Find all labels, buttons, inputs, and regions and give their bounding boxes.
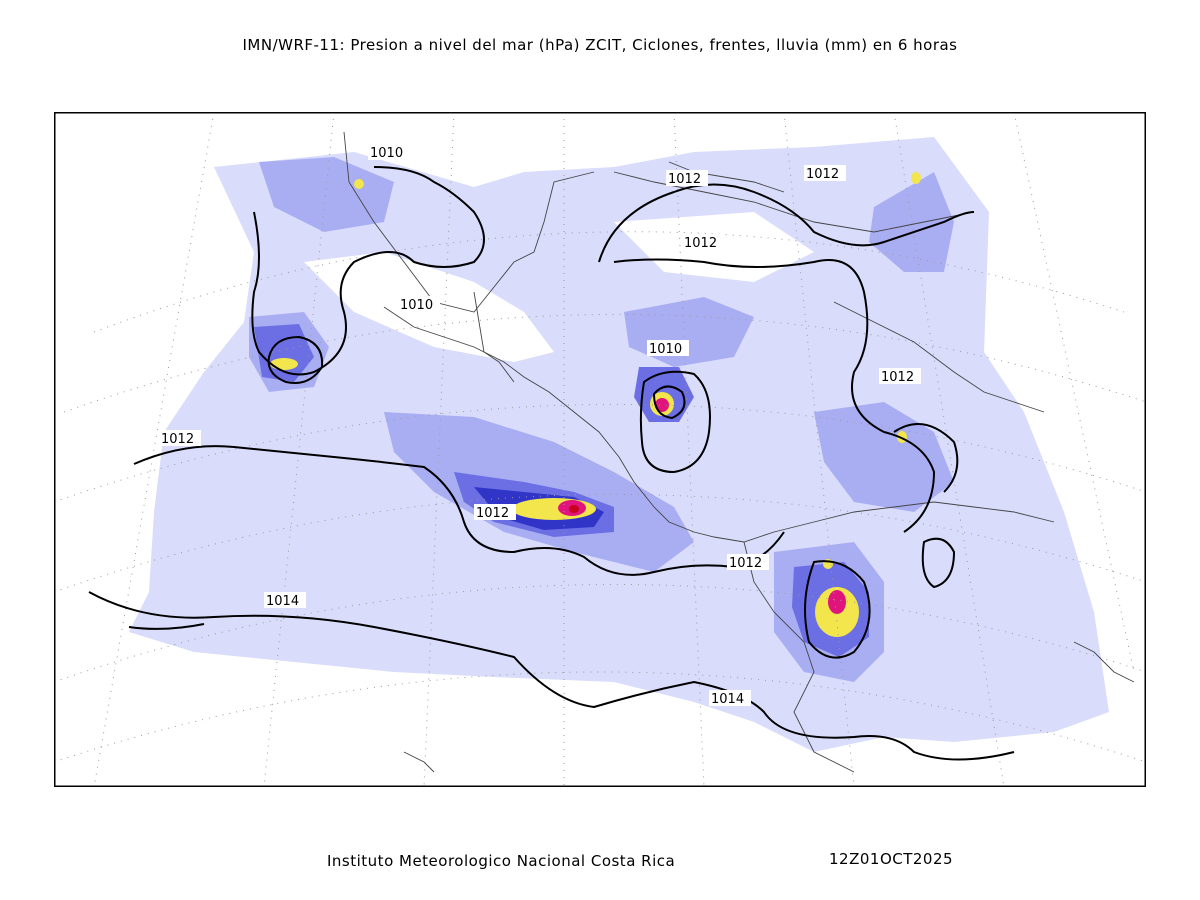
isobar-label: 1012 [806,167,839,182]
rain-area-mid-7 [869,172,954,272]
isobar-1012-caribbean [613,258,936,533]
weather-map: 1010 1010 1010 1012 1012 1012 1012 1012 … [54,112,1146,787]
isobar-label: 1010 [649,342,682,357]
isobar-label: 1010 [370,146,403,161]
isobar-1014-south [88,591,1015,761]
rain-max-yellow-4 [270,358,298,370]
datetime-label: 12Z01OCT2025 [829,850,954,868]
isobar-1010-west [251,166,485,376]
rain-max-magenta-3 [655,398,669,412]
isobar-1010-low-center-inner [652,385,686,420]
rain-layer [129,137,1109,752]
isobar-label: 1014 [266,594,299,609]
isobar-label: 1014 [711,692,744,707]
isobar-1010-low-west [267,335,324,384]
isobar-label: 1012 [476,506,509,521]
isobar-label: 1010 [400,298,433,313]
isobar-1012-pacific-main [133,445,785,576]
isobar-1014-west-tail [128,623,205,630]
isobar-labels: 1010 1010 1010 1012 1012 1012 1012 1012 … [159,144,921,707]
isobar-label: 1012 [881,370,914,385]
isobar-1012-east-small [921,537,956,589]
isobar-1012-gulf [598,183,975,263]
isobars [88,166,1015,761]
rain-area-mid-6 [259,157,394,232]
isobar-1012-northeast [893,423,959,493]
rain-max-yellow-6 [911,172,921,184]
rain-area-mid-3 [814,402,954,512]
lat-lon-grid [54,112,1146,787]
isobar-1010-low-center [639,370,711,474]
coastlines [343,131,1135,773]
rain-max-yellow-5 [354,179,364,189]
rain-area-light [129,137,1109,752]
isobar-label: 1012 [684,236,717,251]
map-title: IMN/WRF-11: Presion a nivel del mar (hPa… [242,36,958,54]
isobar-1012-low-south [804,560,871,659]
isobar-label: 1012 [668,172,701,187]
rain-max-magenta-2 [828,590,846,614]
rain-max-red [569,505,579,513]
isobar-label: 1012 [161,432,194,447]
isobar-label: 1012 [729,556,762,571]
institution-label: Instituto Meteorologico Nacional Costa R… [327,852,676,870]
map-border [54,112,1146,787]
